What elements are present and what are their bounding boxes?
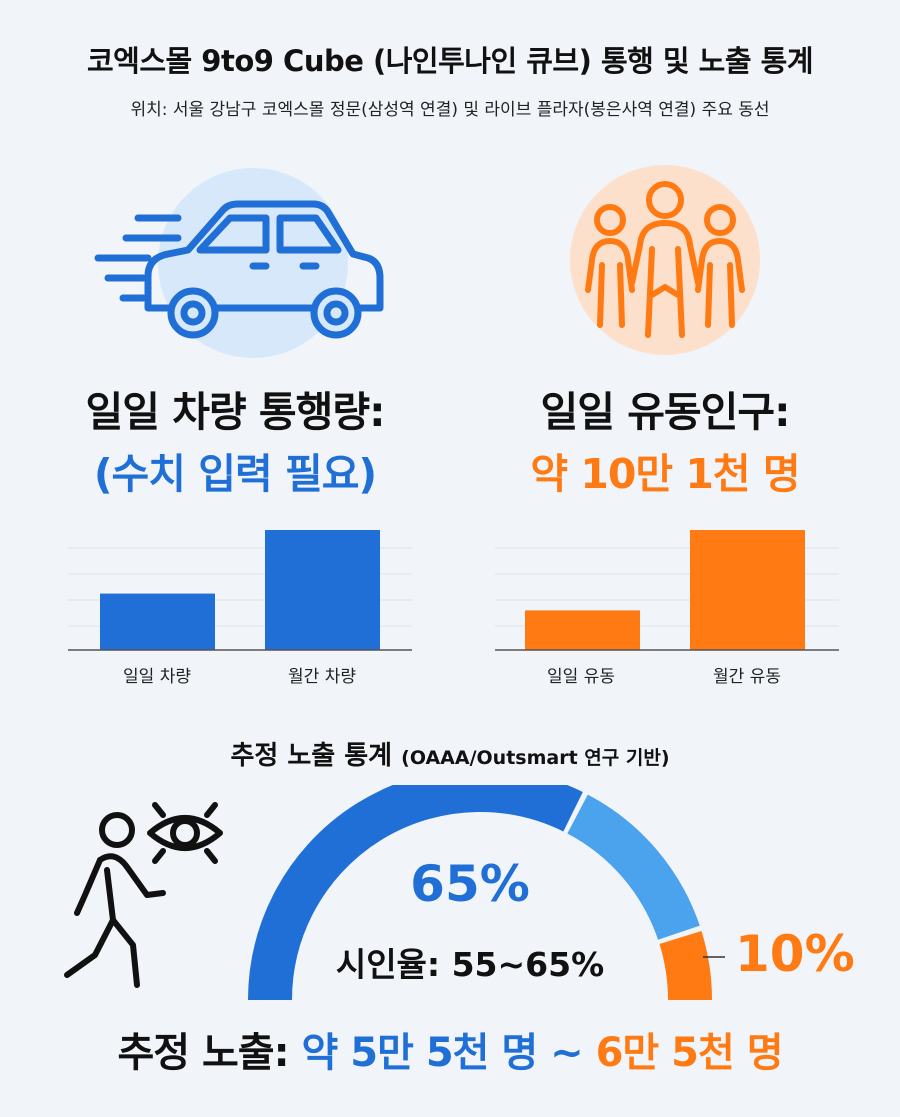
bar-label-monthly-pedestrian: 월간 유동 bbox=[713, 667, 781, 687]
pedestrian-bar-chart: 일일 유동 월간 유동 bbox=[495, 530, 839, 687]
pedestrian-value: 약 10만 1천 명 bbox=[530, 450, 800, 498]
vehicle-value: (수치 입력 필요) bbox=[93, 450, 377, 498]
bar-label-daily-vehicle: 일일 차량 bbox=[123, 667, 191, 687]
walking-person-eye-icon bbox=[55, 795, 245, 995]
exposure-section-title: 추정 노출 통계 (OAAA/Outsmart 연구 기반) bbox=[0, 735, 900, 772]
gauge-segment-blue bbox=[248, 785, 583, 1001]
footer-value-orange: 6만 5천 명 bbox=[595, 1030, 784, 1076]
vehicle-bar-chart: 일일 차량 월간 차량 bbox=[68, 530, 412, 687]
exposure-gauge bbox=[248, 785, 725, 1001]
page-title: 코엑스몰 9to9 Cube (나인투나인 큐브) 통행 및 노출 통계 bbox=[86, 44, 814, 78]
bar-label-daily-pedestrian: 일일 유동 bbox=[547, 667, 615, 687]
people-icon bbox=[560, 165, 770, 365]
footer-label: 추정 노출: bbox=[117, 1030, 289, 1076]
gauge-segment-orange bbox=[659, 930, 712, 1001]
bar-daily-pedestrian bbox=[525, 610, 640, 650]
bar-monthly-pedestrian bbox=[690, 530, 805, 650]
page-subtitle: 위치: 서울 강남구 코엑스몰 정문(삼성역 연결) 및 라이브 플라자(봉은사… bbox=[130, 100, 770, 120]
footer-value-blue: 약 5만 5천 명 ~ bbox=[301, 1030, 584, 1076]
car-icon bbox=[88, 158, 388, 368]
pedestrian-label: 일일 유동인구: bbox=[540, 388, 791, 436]
bar-daily-vehicle bbox=[100, 593, 215, 650]
exposure-range-text: 시인율: 55~65% bbox=[335, 945, 605, 984]
bar-label-monthly-vehicle: 월간 차량 bbox=[288, 667, 356, 687]
bar-monthly-vehicle bbox=[265, 530, 380, 650]
vehicle-label: 일일 차량 통행량: bbox=[85, 388, 386, 436]
exposure-main-pct: 65% bbox=[410, 855, 530, 913]
exposure-source: (OAAA/Outsmart 연구 기반) bbox=[401, 747, 670, 769]
footer-summary: 추정 노출: 약 5만 5천 명 ~ 6만 5천 명 bbox=[0, 1020, 900, 1078]
exposure-side-pct: 10% bbox=[735, 925, 855, 983]
exposure-title-text: 추정 노출 통계 bbox=[230, 741, 393, 771]
gauge-segment-light-blue bbox=[566, 794, 700, 941]
